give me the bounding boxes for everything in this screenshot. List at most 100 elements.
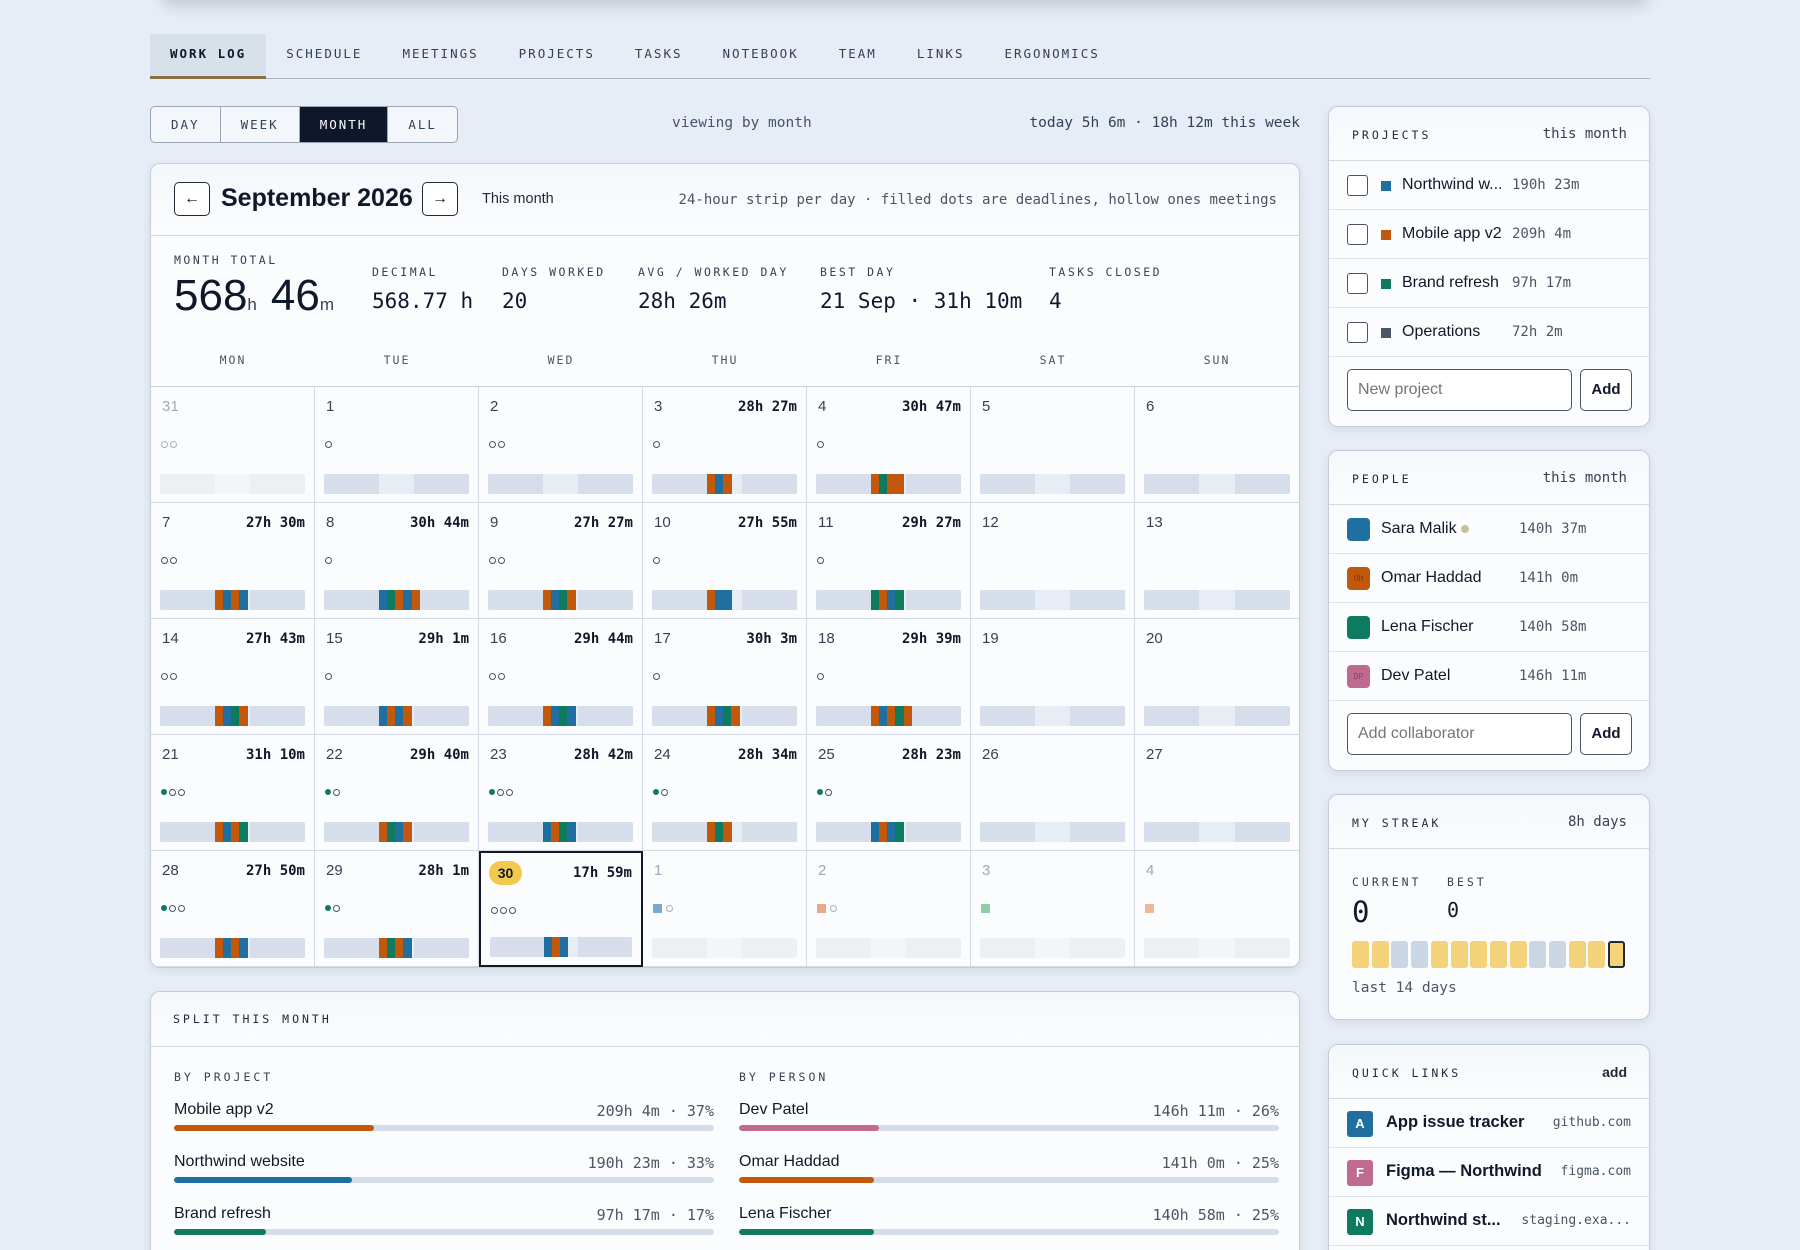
tab-notebook[interactable]: NOTEBOOK (722, 46, 799, 61)
day-cell[interactable]: 12 (971, 503, 1135, 619)
new-project-input[interactable] (1347, 369, 1572, 411)
day-cell[interactable]: 15 29h 1m (315, 619, 479, 735)
day-cell[interactable]: 11 29h 27m (807, 503, 971, 619)
project-row[interactable]: Brand refresh 97h 17m (1329, 259, 1649, 308)
person-row[interactable]: Lena Fischer 140h 58m (1329, 603, 1649, 652)
day-cell[interactable]: 13 (1135, 503, 1299, 619)
split-section-label: BY PERSON (739, 1070, 829, 1084)
best-label: BEST (1447, 875, 1487, 889)
day-cell[interactable]: 20 (1135, 619, 1299, 735)
day-cell[interactable]: 8 30h 44m (315, 503, 479, 619)
next-month-button[interactable]: → (422, 182, 458, 216)
day-markers (817, 553, 826, 567)
day-markers (817, 669, 826, 683)
project-checkbox[interactable] (1347, 322, 1368, 343)
tab-meetings[interactable]: MEETINGS (402, 46, 479, 61)
day-cell[interactable]: 1 (643, 851, 807, 967)
meeting-dot-icon (817, 672, 824, 680)
day-cell[interactable]: 19 (971, 619, 1135, 735)
day-cell[interactable]: 6 (1135, 387, 1299, 503)
tab-projects[interactable]: PROJECTS (518, 46, 595, 61)
person-row[interactable]: DP Dev Patel 146h 11m (1329, 652, 1649, 701)
day-cell[interactable]: 7 27h 30m (151, 503, 315, 619)
quick-link-row[interactable]: F Figma — Northwind figma.com (1329, 1148, 1649, 1197)
day-cell[interactable]: 18 29h 39m (807, 619, 971, 735)
best-streak: 0 (1447, 898, 1460, 922)
view-month-button[interactable]: MONTH (299, 107, 389, 142)
day-cell[interactable]: 3 28h 27m (643, 387, 807, 503)
meeting-dot-icon (489, 672, 496, 680)
day-cell[interactable]: 14 27h 43m (151, 619, 315, 735)
quick-link-row[interactable]: A App issue tracker github.com (1329, 1099, 1649, 1148)
day-cell[interactable]: 25 28h 23m (807, 735, 971, 851)
person-row[interactable]: OH Omar Haddad 141h 0m (1329, 554, 1649, 603)
add-link-button[interactable]: add (1602, 1064, 1627, 1080)
strip-segment (895, 474, 905, 494)
day-number: 15 (326, 630, 343, 647)
weekday-header: MON TUE WED THU FRI SAT SUN (151, 353, 1299, 549)
tab-team[interactable]: TEAM (838, 46, 877, 61)
view-week-button[interactable]: WEEK (221, 107, 300, 142)
strip-segment (707, 822, 716, 842)
strip-segment (239, 706, 249, 726)
day-cell[interactable]: 10 27h 55m (643, 503, 807, 619)
day-cell[interactable]: 2 (807, 851, 971, 967)
project-checkbox[interactable] (1347, 224, 1368, 245)
day-cell[interactable]: 23 28h 42m (479, 735, 643, 851)
link-letter-icon: F (1347, 1160, 1373, 1186)
day-cell[interactable]: 4 (1135, 851, 1299, 967)
day-cell[interactable]: 9 27h 27m (479, 503, 643, 619)
add-project-button[interactable]: Add (1580, 369, 1632, 411)
tab-links[interactable]: LINKS (916, 46, 965, 61)
today-summary: today 5h 6m · 18h 12m this week (1029, 115, 1300, 131)
this-month-button[interactable]: This month (482, 191, 554, 207)
view-day-button[interactable]: DAY (151, 107, 221, 142)
tab-schedule[interactable]: SCHEDULE (286, 46, 363, 61)
view-all-button[interactable]: ALL (408, 117, 437, 132)
day-cell[interactable]: 2 (479, 387, 643, 503)
day-cell[interactable]: 29 28h 1m (315, 851, 479, 967)
strip-highlight (1035, 822, 1070, 842)
day-cell[interactable]: 17 30h 3m (643, 619, 807, 735)
strip-segment (379, 706, 388, 726)
stat-decimal: DECIMAL 568.77 h (372, 265, 473, 313)
tab-work-log[interactable]: WORK LOG (150, 34, 267, 79)
day-cell[interactable]: 5 (971, 387, 1135, 503)
add-collaborator-button[interactable]: Add (1580, 713, 1632, 755)
day-cell[interactable]: 30 17h 59m (479, 851, 643, 967)
day-cell[interactable]: 3 (971, 851, 1135, 967)
project-row[interactable]: Northwind w... 190h 23m (1329, 161, 1649, 210)
day-cell[interactable]: 22 29h 40m (315, 735, 479, 851)
day-cell[interactable]: 26 (971, 735, 1135, 851)
add-collaborator-input[interactable] (1347, 713, 1572, 755)
project-checkbox[interactable] (1347, 175, 1368, 196)
tab-tasks[interactable]: TASKS (634, 46, 683, 61)
split-bar-fill (174, 1125, 374, 1131)
day-cell[interactable]: 1 (315, 387, 479, 503)
day-strip (1144, 474, 1290, 494)
link-domain: figma.com (1560, 1164, 1631, 1179)
project-row[interactable]: Operations 72h 2m (1329, 308, 1649, 357)
streak-day-box (1450, 941, 1468, 968)
day-cell[interactable]: 31 (151, 387, 315, 503)
day-cell[interactable]: 28 27h 50m (151, 851, 315, 967)
current-streak: 0 (1352, 895, 1370, 929)
person-name-text: Sara Malik (1381, 520, 1457, 537)
strip-highlight (1199, 474, 1235, 494)
person-row[interactable]: Sara Malik 140h 37m (1329, 505, 1649, 554)
day-number: 31 (162, 398, 179, 415)
quick-link-row[interactable]: N Northwind st... staging.exa... (1329, 1197, 1649, 1246)
tab-ergonomics[interactable]: ERGONOMICS (1004, 46, 1100, 61)
day-cell[interactable]: 27 (1135, 735, 1299, 851)
project-row[interactable]: Mobile app v2 209h 4m (1329, 210, 1649, 259)
day-markers (817, 437, 826, 451)
day-cell[interactable]: 24 28h 34m (643, 735, 807, 851)
day-cell[interactable]: 21 31h 10m (151, 735, 315, 851)
strip-segment (567, 822, 577, 842)
project-checkbox[interactable] (1347, 273, 1368, 294)
day-cell[interactable]: 4 30h 47m (807, 387, 971, 503)
weekday-label: SAT (1039, 353, 1067, 367)
day-cell[interactable]: 16 29h 44m (479, 619, 643, 735)
meeting-dot-icon (506, 788, 513, 796)
prev-month-button[interactable]: ← (174, 182, 210, 216)
